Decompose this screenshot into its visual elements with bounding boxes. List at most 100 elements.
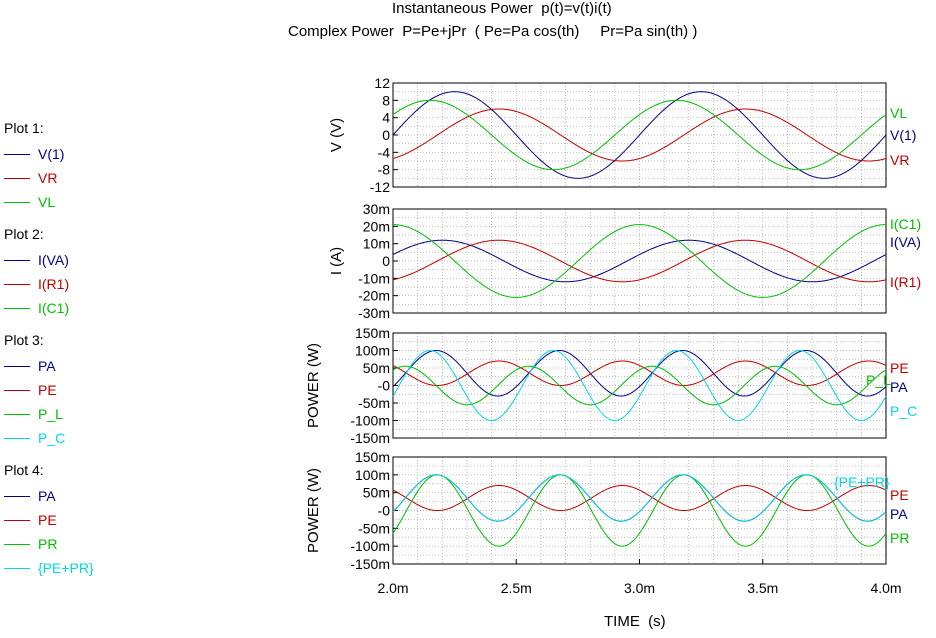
series-end-label: PR: [890, 530, 909, 546]
legend-line-swatch: [4, 413, 30, 415]
y-axis-label: POWER (W): [305, 468, 322, 553]
legend-group: Plot 4: PA PE PR {PE+PR}: [4, 460, 154, 580]
series-line: [392, 365, 887, 406]
y-tick-label: -150m: [350, 430, 390, 446]
y-tick-label: 20m: [363, 218, 390, 234]
legend-label: V(1): [38, 146, 65, 162]
series-line: [392, 360, 887, 387]
legend-item: {PE+PR}: [4, 556, 154, 580]
y-tick-label: 8: [382, 92, 390, 108]
series-line: [392, 108, 887, 162]
y-tick-label: -150m: [350, 556, 390, 572]
y-tick-label: -100m: [350, 413, 390, 429]
legend-label: {PE+PR}: [38, 560, 94, 576]
y-tick-label: 50m: [363, 485, 390, 501]
x-tick-label: 2.0m: [377, 580, 408, 596]
series-end-label: P_C: [890, 403, 917, 419]
y-tick-label: -50m: [358, 395, 390, 411]
legend-line-swatch: [4, 177, 30, 179]
series-end-label: VR: [890, 152, 909, 168]
legend-label: PA: [38, 488, 56, 504]
legend-item: VR: [4, 166, 154, 190]
y-tick-label: 12: [374, 75, 390, 91]
series-end-label: V(1): [890, 127, 916, 143]
legend-group-title: Plot 4:: [4, 462, 44, 478]
legend-item: I(R1): [4, 272, 154, 296]
legend-label: P_C: [38, 430, 66, 446]
legend-line-swatch: [4, 519, 30, 521]
y-axis-label: I (A): [328, 247, 345, 275]
legend-line-swatch: [4, 389, 30, 391]
legend-line-swatch: [4, 437, 30, 439]
legend-line-swatch: [4, 495, 30, 497]
series-end-label: {PE+PR}: [834, 474, 890, 490]
series-end-label: PA: [890, 506, 908, 522]
y-tick-label: 10m: [363, 236, 390, 252]
y-tick-label: -0: [378, 503, 391, 519]
legend-label: I(C1): [38, 300, 70, 316]
legend-item: I(VA): [4, 248, 154, 272]
series-line: [392, 99, 887, 171]
y-tick-label: 30m: [363, 201, 390, 217]
y-tick-label: -12: [370, 179, 390, 195]
x-tick-label: 3.0m: [624, 580, 655, 596]
legend-group: Plot 1: V(1) VR VL: [4, 118, 154, 214]
legend: Plot 1: V(1) VR VL Plot 2: I(VA) I(R1) I(C1) Plo…: [4, 118, 154, 590]
series-end-label: PE: [890, 487, 909, 503]
series-end-label: I(C1): [890, 216, 921, 232]
legend-label: VR: [38, 170, 58, 186]
legend-label: P_L: [38, 406, 63, 422]
y-tick-label: -10m: [358, 270, 390, 286]
y-tick-label: 0: [382, 127, 390, 143]
y-tick-label: 150m: [355, 449, 390, 465]
legend-item: PE: [4, 378, 154, 402]
series-end-label: VL: [890, 105, 907, 121]
y-tick-label: 150m: [355, 325, 390, 341]
series-end-label: P_L: [866, 372, 891, 388]
y-tick-label: 4: [382, 110, 390, 126]
y-axis-label: V (V): [328, 118, 345, 152]
legend-line-swatch: [4, 543, 30, 545]
legend-item: PR: [4, 532, 154, 556]
legend-item: PA: [4, 354, 154, 378]
y-tick-label: -4: [378, 144, 391, 160]
legend-item: PE: [4, 508, 154, 532]
series-line: [392, 474, 887, 522]
series-line: [392, 349, 887, 397]
legend-item: P_L: [4, 402, 154, 426]
legend-group-title: Plot 2:: [4, 226, 44, 242]
legend-line-swatch: [4, 365, 30, 367]
legend-item: V(1): [4, 142, 154, 166]
series-line: [392, 224, 887, 298]
legend-group-title: Plot 3:: [4, 332, 44, 348]
legend-label: PE: [38, 512, 57, 528]
y-tick-label: -50m: [358, 520, 390, 536]
series-line: [392, 91, 887, 179]
legend-label: PR: [38, 536, 58, 552]
x-tick-label: 3.5m: [747, 580, 778, 596]
legend-line-swatch: [4, 201, 30, 203]
legend-item: VL: [4, 190, 154, 214]
y-tick-label: 100m: [355, 467, 390, 483]
legend-line-swatch: [4, 567, 30, 569]
series-line: [392, 349, 887, 422]
legend-label: PA: [38, 358, 56, 374]
legend-label: VL: [38, 194, 56, 210]
y-axis-label: POWER (W): [305, 343, 322, 428]
legend-item: PA: [4, 484, 154, 508]
legend-item: I(C1): [4, 296, 154, 320]
series-end-label: I(VA): [890, 234, 921, 250]
y-tick-label: 100m: [355, 343, 390, 359]
y-tick-label: 0: [382, 253, 390, 269]
chart-subtitle: Complex Power P=Pe+jPr ( Pe=Pa cos(th) P…: [288, 23, 698, 40]
y-tick-label: -30m: [358, 305, 390, 321]
y-tick-label: 50m: [363, 360, 390, 376]
y-tick-label: -8: [378, 162, 391, 178]
legend-group-title: Plot 1:: [4, 120, 44, 136]
series-end-label: I(R1): [890, 274, 921, 290]
y-tick-label: -20m: [358, 288, 390, 304]
legend-label: PE: [38, 382, 57, 398]
legend-line-swatch: [4, 259, 30, 261]
x-axis-label: TIME (s): [604, 613, 666, 630]
